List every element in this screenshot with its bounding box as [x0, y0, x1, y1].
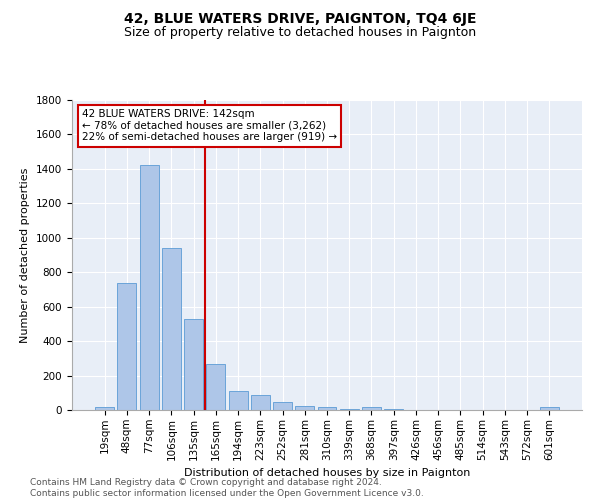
Bar [317, 408, 337, 410]
Text: Size of property relative to detached houses in Paignton: Size of property relative to detached ho… [124, 26, 476, 39]
Bar [229, 391, 248, 410]
Text: 42, BLUE WATERS DRIVE, PAIGNTON, TQ4 6JE: 42, BLUE WATERS DRIVE, PAIGNTON, TQ4 6JE [124, 12, 476, 26]
Bar [251, 394, 270, 410]
Text: Contains HM Land Registry data © Crown copyright and database right 2024.
Contai: Contains HM Land Registry data © Crown c… [30, 478, 424, 498]
Bar [162, 248, 181, 410]
Bar [273, 402, 292, 410]
Bar [184, 318, 203, 410]
Text: 42 BLUE WATERS DRIVE: 142sqm
← 78% of detached houses are smaller (3,262)
22% of: 42 BLUE WATERS DRIVE: 142sqm ← 78% of de… [82, 110, 337, 142]
Bar [95, 406, 114, 410]
Bar [140, 166, 158, 410]
Y-axis label: Number of detached properties: Number of detached properties [20, 168, 31, 342]
Bar [540, 408, 559, 410]
Bar [340, 409, 359, 410]
X-axis label: Distribution of detached houses by size in Paignton: Distribution of detached houses by size … [184, 468, 470, 478]
Bar [295, 406, 314, 410]
Bar [362, 408, 381, 410]
Bar [206, 364, 225, 410]
Bar [118, 282, 136, 410]
